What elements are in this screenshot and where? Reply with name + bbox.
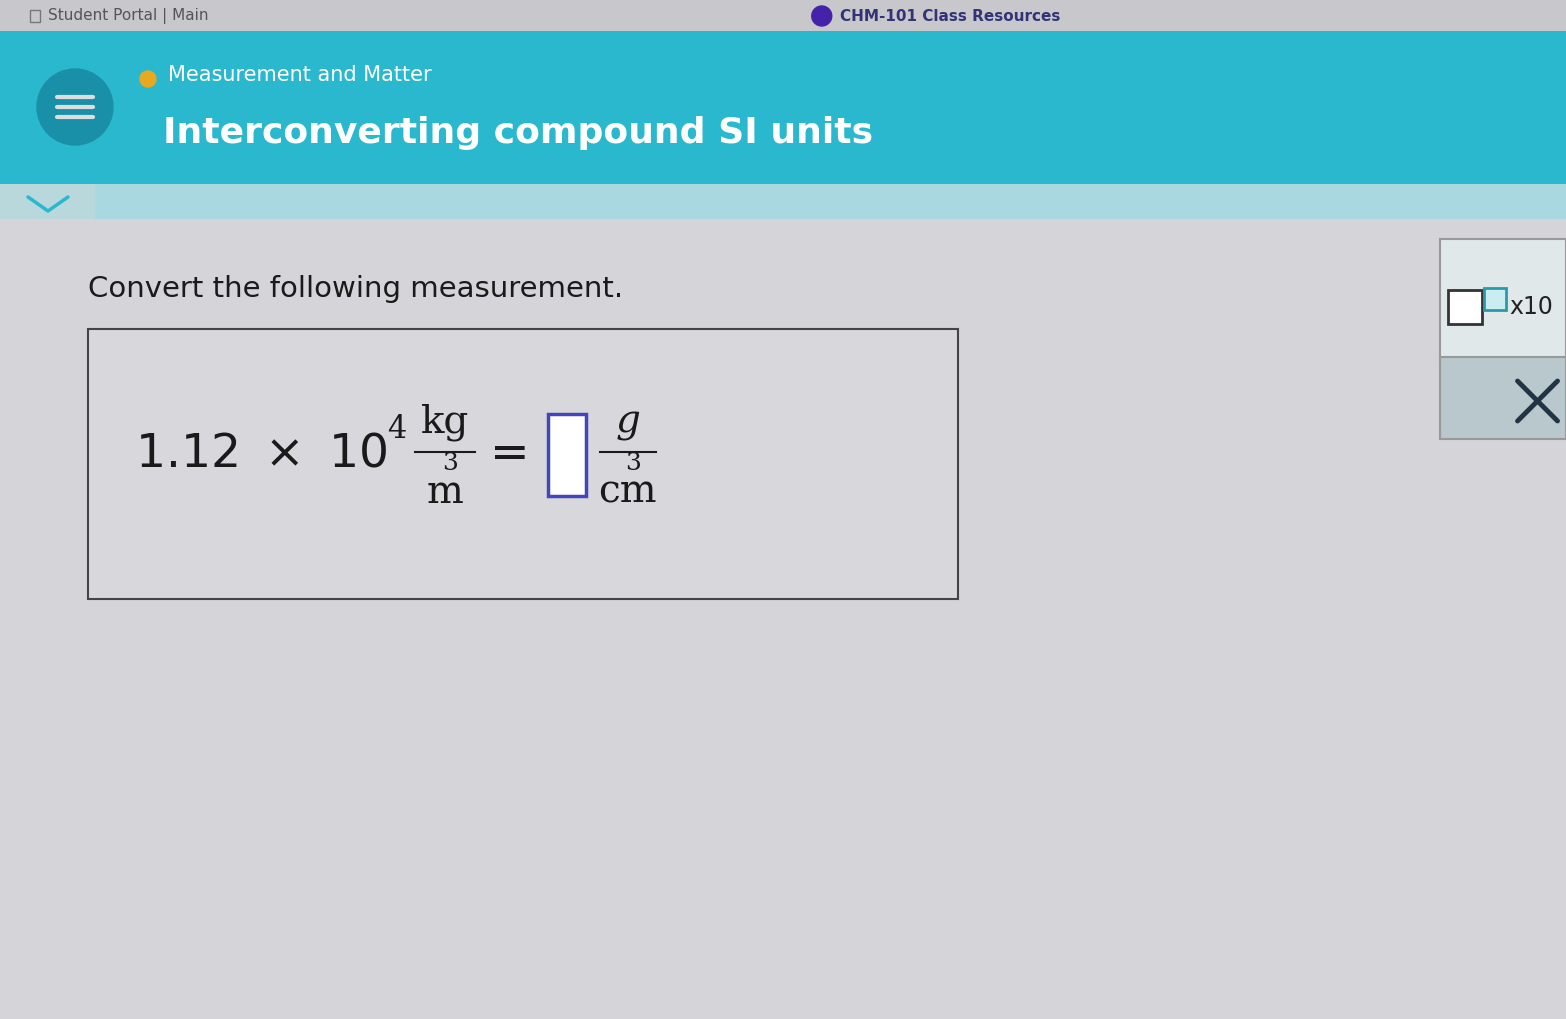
Bar: [0, 219, 1566, 1019]
Bar: [0, 31, 1566, 184]
Bar: [88, 329, 958, 599]
Bar: [0, 184, 1566, 219]
Bar: [0, 0, 1566, 31]
Text: 4: 4: [387, 414, 406, 444]
Text: Measurement and Matter: Measurement and Matter: [168, 65, 432, 85]
Text: Convert the following measurement.: Convert the following measurement.: [88, 275, 623, 303]
Circle shape: [811, 6, 832, 26]
Bar: [0, 184, 96, 223]
Bar: [1447, 290, 1481, 324]
Bar: [1483, 288, 1505, 310]
Text: Student Portal | Main: Student Portal | Main: [49, 8, 208, 24]
Text: =: =: [490, 431, 529, 477]
Text: 3: 3: [625, 451, 640, 475]
Text: $1.12\ \times\ 10$: $1.12\ \times\ 10$: [135, 431, 388, 477]
Bar: [1439, 239, 1566, 359]
Text: m: m: [426, 474, 464, 511]
Text: kg: kg: [421, 404, 470, 441]
Text: Interconverting compound SI units: Interconverting compound SI units: [163, 116, 874, 150]
Text: x10: x10: [1510, 294, 1553, 319]
Text: CHM-101 Class Resources: CHM-101 Class Resources: [839, 8, 1060, 23]
Bar: [1439, 357, 1566, 439]
Text: cm: cm: [598, 474, 658, 511]
Bar: [30, 10, 41, 22]
Text: g: g: [615, 404, 640, 440]
Text: h: h: [817, 9, 827, 22]
Bar: [548, 414, 586, 496]
Text: 3: 3: [442, 451, 457, 475]
Circle shape: [139, 71, 157, 87]
Circle shape: [38, 69, 113, 145]
